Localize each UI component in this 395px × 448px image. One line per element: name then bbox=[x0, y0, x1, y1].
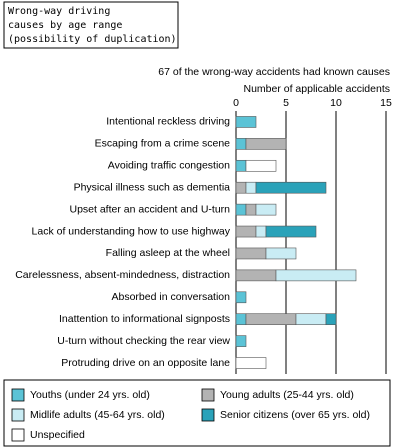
x-tick-label: 15 bbox=[380, 97, 392, 109]
y-tick-label: Escaping from a crime scene bbox=[95, 138, 231, 150]
legend-swatch bbox=[11, 428, 25, 442]
y-tick-label: Absorbed in conversation bbox=[112, 291, 231, 303]
bar-segment bbox=[245, 313, 297, 326]
chart-title: Wrong-way driving bbox=[8, 6, 110, 17]
y-tick-label: Lack of understanding how to use highway bbox=[32, 225, 231, 237]
chart-subtitle: 67 of the wrong-way accidents had known … bbox=[158, 66, 390, 78]
y-tick-label: Intentional reckless driving bbox=[106, 116, 230, 128]
bar-segment bbox=[295, 313, 327, 326]
bar-segment bbox=[235, 203, 247, 216]
y-tick-label: Avoiding traffic congestion bbox=[108, 160, 230, 172]
bar-segment bbox=[325, 313, 337, 326]
legend bbox=[3, 379, 391, 447]
x-axis-label: Number of applicable accidents bbox=[244, 83, 391, 95]
y-tick-label: Falling asleep at the wheel bbox=[106, 247, 230, 259]
bar-segment bbox=[245, 159, 277, 172]
bar-segment bbox=[265, 225, 317, 238]
chart-title: causes by age range bbox=[8, 20, 122, 31]
legend-swatch bbox=[11, 408, 25, 422]
bar-segment bbox=[235, 138, 247, 150]
y-tick-label: Inattention to informational signposts bbox=[59, 313, 230, 325]
legend-label: Young adults (25-44 yrs. old) bbox=[220, 389, 354, 401]
y-tick-label: Protruding drive on an opposite lane bbox=[61, 357, 230, 369]
y-tick-label: Carelessness, absent-mindedness, distrac… bbox=[15, 269, 230, 281]
bar-segment bbox=[255, 203, 277, 216]
y-tick-label: Physical illness such as dementia bbox=[74, 181, 231, 193]
legend-swatch bbox=[11, 388, 25, 402]
x-tick-label: 5 bbox=[283, 97, 289, 109]
x-tick-label: 10 bbox=[330, 97, 342, 109]
bar-segment bbox=[235, 181, 247, 194]
bar-segment bbox=[245, 203, 257, 216]
bar-segment bbox=[255, 225, 267, 238]
bar-segment bbox=[275, 269, 357, 282]
bar-segment bbox=[235, 313, 247, 326]
y-tick-label: U-turn without checking the rear view bbox=[57, 335, 230, 347]
bar-segment bbox=[235, 247, 267, 260]
chart-title: (possibility of duplication) bbox=[8, 34, 177, 45]
legend-label: Midlife adults (45-64 yrs. old) bbox=[30, 409, 165, 421]
legend-swatch bbox=[201, 408, 215, 422]
bar-segment bbox=[235, 225, 257, 238]
x-tick-label: 0 bbox=[233, 97, 239, 109]
legend-label: Senior citizens (over 65 yrs. old) bbox=[220, 409, 370, 421]
bar-segment bbox=[235, 291, 247, 304]
bar-segment bbox=[245, 138, 287, 150]
bar-segment bbox=[235, 269, 277, 282]
bar-segment bbox=[265, 247, 297, 260]
bar-segment bbox=[235, 335, 247, 347]
legend-swatch bbox=[201, 388, 215, 402]
legend-label: Unspecified bbox=[30, 429, 85, 441]
legend-label: Youths (under 24 yrs. old) bbox=[30, 389, 150, 401]
y-tick-label: Upset after an accident and U-turn bbox=[69, 203, 230, 215]
bar-segment bbox=[235, 116, 257, 128]
title-box bbox=[3, 1, 179, 49]
bar-segment bbox=[255, 181, 327, 194]
bar-segment bbox=[235, 159, 247, 172]
bar-segment bbox=[235, 357, 267, 369]
bar-segment bbox=[245, 181, 257, 194]
